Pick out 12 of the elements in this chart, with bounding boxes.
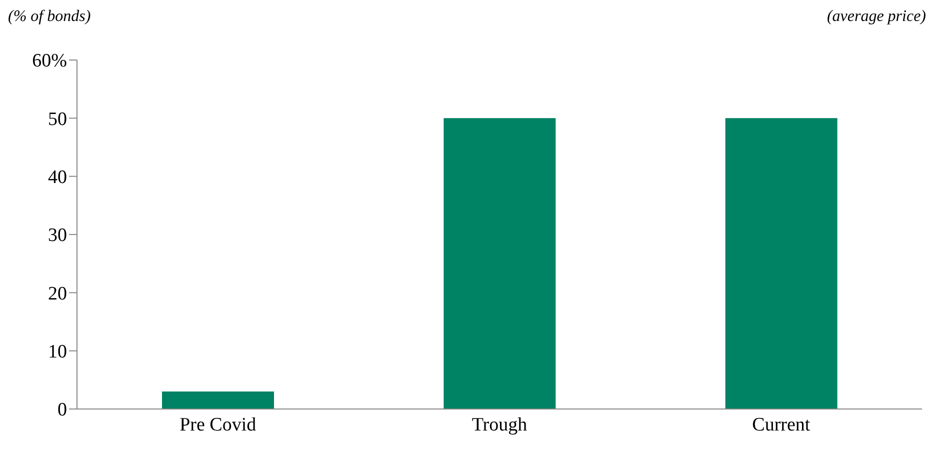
y-tick-label: 50 <box>48 108 67 130</box>
y-tick-label: 40 <box>48 167 67 188</box>
x-tick-label: Current <box>752 414 811 436</box>
x-tick-label: Pre Covid <box>180 414 257 436</box>
y-tick-label: 60% <box>32 50 68 72</box>
y-tick-label: 20 <box>48 283 67 304</box>
y-axis-title: (% of bonds) <box>8 8 91 26</box>
y2-axis-title: (average price) <box>826 8 926 26</box>
x-tick-label: Trough <box>472 414 528 436</box>
y-tick-label: 0 <box>58 400 67 421</box>
y-tick-label: 30 <box>48 225 67 246</box>
y-tick-label: 10 <box>48 342 67 363</box>
